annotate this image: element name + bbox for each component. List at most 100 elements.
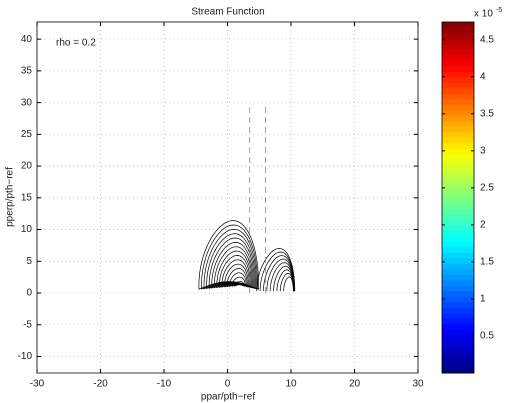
- colorbar-band: [442, 98, 474, 105]
- colorbar-tick-label: 3: [480, 145, 486, 156]
- x-tick-label: 10: [285, 379, 297, 390]
- colorbar-band: [442, 54, 474, 61]
- y-tick-label: 40: [21, 34, 33, 45]
- colorbar-band: [442, 279, 474, 286]
- colorbar-band: [442, 202, 474, 209]
- contour-line: [256, 248, 296, 292]
- colorbar-band: [442, 131, 474, 138]
- annotation: rho = 0.2: [56, 38, 96, 49]
- colorbar-band: [442, 224, 474, 231]
- colorbar-band: [442, 367, 474, 374]
- colorbar-band: [442, 148, 474, 155]
- colorbar-tick-label: 1: [480, 294, 486, 305]
- colorbar-band: [442, 219, 474, 226]
- x-tick-label: -10: [157, 379, 172, 390]
- colorbar-band: [442, 301, 474, 308]
- colorbar-band: [442, 307, 474, 314]
- colorbar-band: [442, 345, 474, 352]
- colorbar-band: [442, 312, 474, 319]
- x-tick-label: 30: [412, 379, 424, 390]
- axes-box: [36, 21, 419, 374]
- colorbar-tick-label: 2: [480, 220, 486, 231]
- colorbar-band: [442, 87, 474, 94]
- colorbar-band: [442, 340, 474, 347]
- y-axis-label: pperp/pth−ref: [5, 167, 16, 227]
- colorbar-band: [442, 235, 474, 242]
- colorbar-band: [442, 49, 474, 56]
- colorbar-band: [442, 76, 474, 83]
- colorbar-band: [442, 208, 474, 215]
- x-tick-label: -30: [30, 379, 45, 390]
- colorbar-band: [442, 356, 474, 363]
- colorbar-band: [442, 181, 474, 188]
- contour-line: [283, 276, 294, 292]
- x-tick-label: -20: [93, 379, 108, 390]
- contour-line: [273, 265, 295, 292]
- colorbar-band: [442, 71, 474, 78]
- colorbar-band: [442, 142, 474, 149]
- contour-line: [234, 281, 245, 287]
- colorbar-band: [442, 285, 474, 292]
- colorbar-band: [442, 213, 474, 220]
- colorbar-band: [442, 362, 474, 369]
- colorbar-band: [442, 32, 474, 39]
- colorbar-band: [442, 263, 474, 270]
- colorbar-band: [442, 230, 474, 237]
- contour-line: [269, 262, 295, 292]
- chart-title: Stream Function: [191, 7, 264, 18]
- colorbar-band: [442, 323, 474, 330]
- colorbar-band: [442, 93, 474, 100]
- colorbar-band: [442, 241, 474, 248]
- colorbar-band: [442, 351, 474, 358]
- contour-line: [263, 255, 295, 292]
- colorbar-tick-label: 1.5: [480, 257, 494, 268]
- y-tick-label: 0: [26, 288, 32, 299]
- colorbar-band: [442, 334, 474, 341]
- colorbar-band: [442, 109, 474, 116]
- colorbar-band: [442, 164, 474, 171]
- colorbar-box: [441, 21, 475, 374]
- colorbar-tick-label: 3.5: [480, 108, 494, 119]
- colorbar-band: [442, 296, 474, 303]
- contour-line: [276, 269, 295, 292]
- colorbar-band: [442, 159, 474, 166]
- colorbar-band: [442, 115, 474, 122]
- colorbar-band: [442, 274, 474, 281]
- colorbar-band: [442, 257, 474, 264]
- colorbar-band: [442, 27, 474, 34]
- colorbar-band: [442, 246, 474, 253]
- colorbar-band: [442, 120, 474, 127]
- colorbar-band: [442, 290, 474, 297]
- colorbar-band: [442, 22, 474, 28]
- x-tick-label: 0: [225, 379, 231, 390]
- colorbar-band: [442, 43, 474, 50]
- colorbar: 0.5 1 1.5 2 2.5 3 3.5 4 4.5 x 10 -5: [441, 7, 502, 374]
- colorbar-band: [442, 137, 474, 144]
- y-tick-label: 15: [21, 192, 33, 203]
- colorbar-band: [442, 329, 474, 336]
- colorbar-band: [442, 186, 474, 193]
- colorbar-band: [442, 268, 474, 275]
- y-tick-label: 20: [21, 161, 33, 172]
- colorbar-tick-label: 4.5: [480, 34, 494, 45]
- colorbar-band: [442, 153, 474, 160]
- contours: [198, 105, 296, 294]
- colorbar-tick-label: 2.5: [480, 183, 494, 194]
- colorbar-band: [442, 175, 474, 182]
- colorbar-exponent: -5: [496, 7, 502, 14]
- colorbar-band: [442, 192, 474, 198]
- axes: -30 -20 -10 0 10 20 30 -10 -5 0 5 10 15 20 25 30 35 40 rho…: [18, 21, 424, 390]
- colorbar-band: [442, 65, 474, 72]
- contour-line: [266, 258, 295, 292]
- colorbar-band: [442, 82, 474, 89]
- colorbar-tick-label: 0.5: [480, 331, 494, 342]
- x-tick-label: 20: [349, 379, 361, 390]
- colorbar-band: [442, 197, 474, 204]
- y-tick-label: -10: [18, 351, 33, 362]
- y-tick-label: 10: [21, 224, 33, 235]
- y-tick-label: 5: [26, 256, 32, 267]
- colorbar-band: [442, 252, 474, 259]
- colorbar-band: [442, 38, 474, 45]
- colorbar-exponent-base: x 10: [474, 9, 493, 20]
